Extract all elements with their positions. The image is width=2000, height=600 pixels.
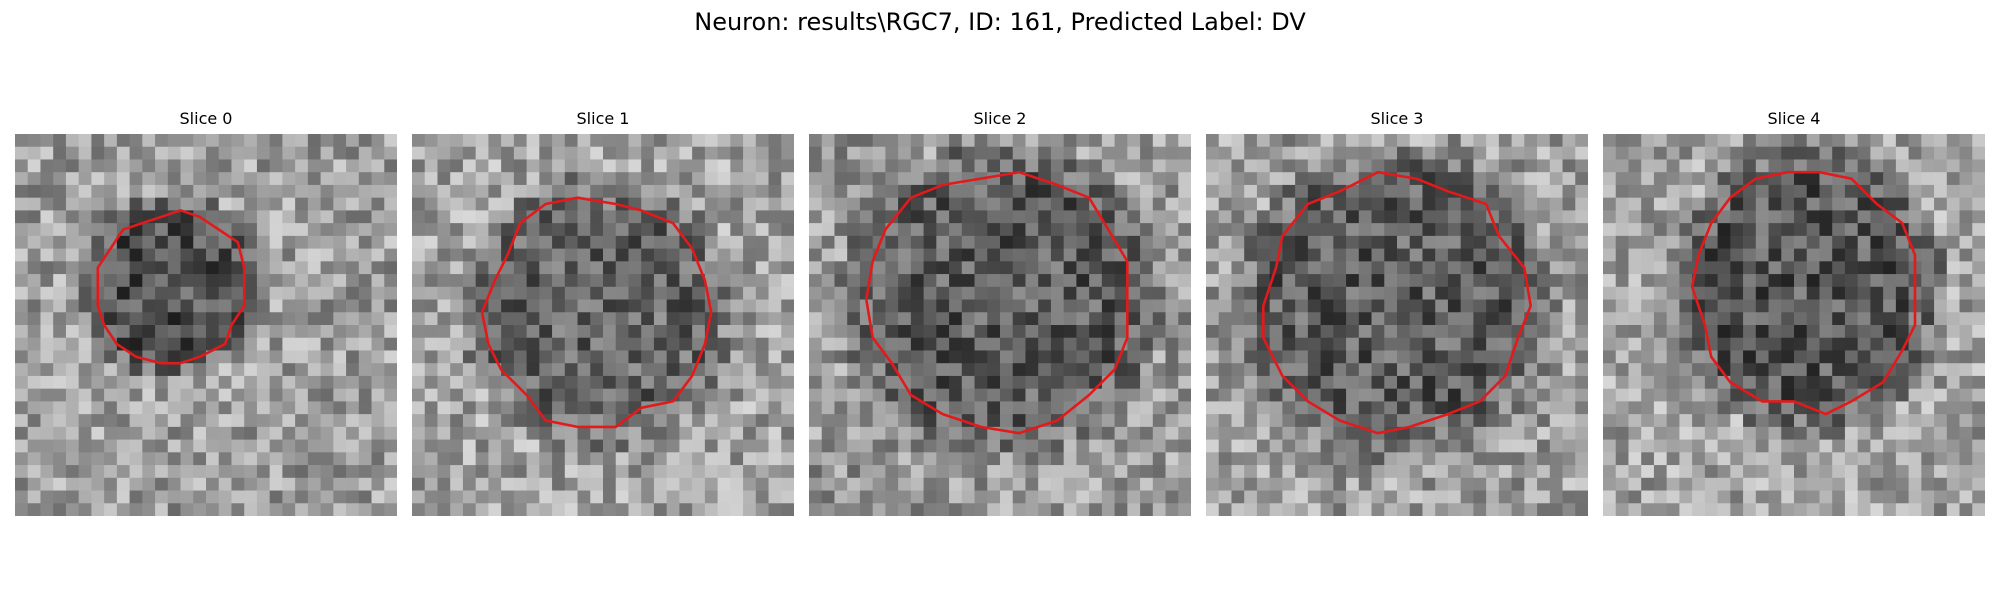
slice-title: Slice 0	[179, 109, 233, 128]
slice-image	[809, 134, 1191, 516]
figure-title: Neuron: results\RGC7, ID: 161, Predicted…	[694, 8, 1306, 36]
slice-image	[1206, 134, 1588, 516]
pixel-grid	[1206, 134, 1588, 516]
pixel-grid	[412, 134, 794, 516]
segmentation-contour	[480, 196, 713, 429]
slice-title: Slice 1	[576, 109, 630, 128]
segmentation-contour	[864, 170, 1129, 435]
slice-image	[15, 134, 397, 516]
slice-title: Slice 4	[1767, 109, 1821, 128]
segmentation-contour	[1690, 170, 1917, 416]
segmentation-contour	[1261, 170, 1533, 435]
slice-title: Slice 3	[1370, 109, 1424, 128]
slice-title: Slice 2	[973, 109, 1027, 128]
slice-image	[412, 134, 794, 516]
slice-image	[1603, 134, 1985, 516]
segmentation-contour	[96, 209, 246, 365]
pixel-grid	[809, 134, 1191, 516]
pixel-grid	[1603, 134, 1985, 516]
pixel-grid	[15, 134, 397, 516]
